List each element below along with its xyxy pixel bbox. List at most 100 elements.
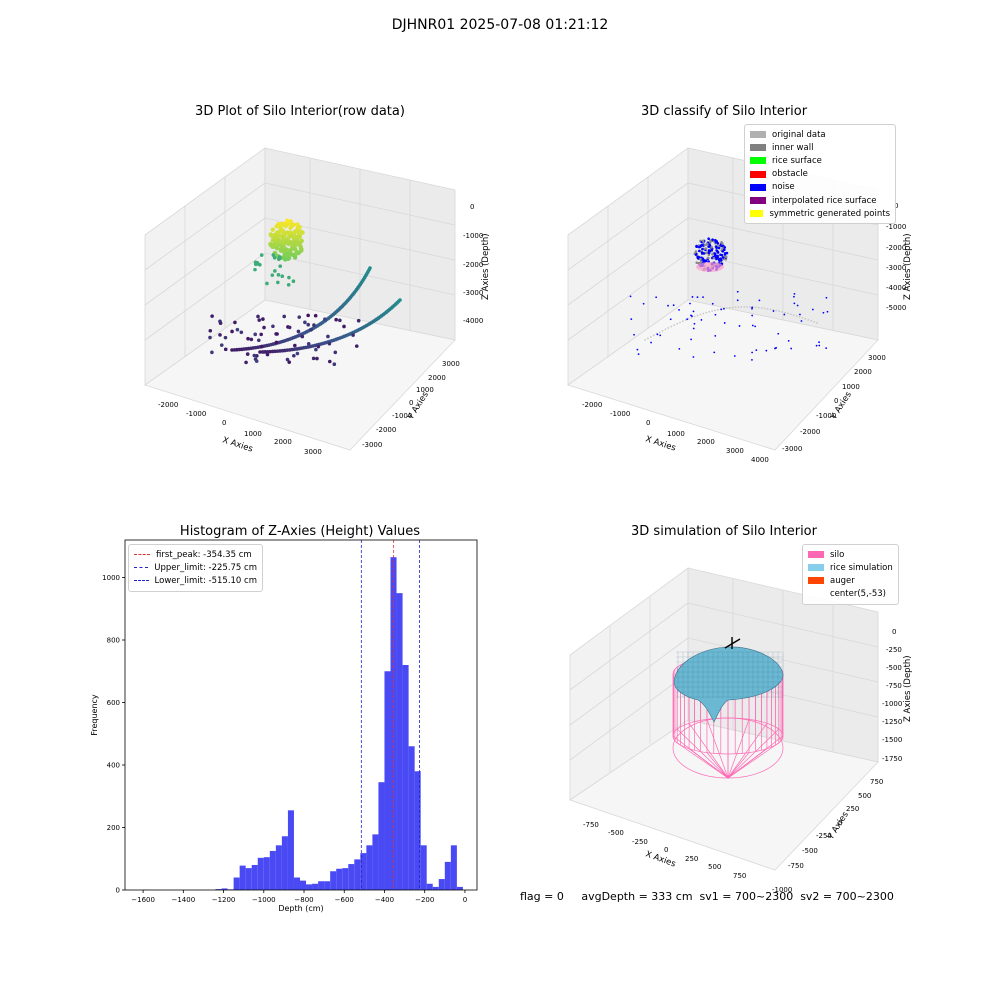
histogram-xtick-label: −1400 [171, 896, 195, 904]
p2-ztick: -3000 [886, 264, 906, 272]
p2-xtick: 1000 [667, 430, 685, 438]
p4-xtick: 250 [685, 855, 698, 863]
silo-cone-line [727, 742, 780, 779]
histogram-bar [372, 834, 379, 890]
data-point [642, 302, 645, 305]
data-point [652, 334, 655, 337]
silo-cone-line [688, 723, 729, 779]
p2-xtick: -1000 [610, 410, 630, 418]
data-point [210, 314, 214, 318]
p4-ztick: -500 [886, 664, 902, 672]
histogram-xtick-label: −800 [294, 896, 313, 904]
data-point [249, 337, 254, 342]
histogram-bar [336, 868, 343, 890]
data-point [265, 281, 269, 286]
panel1-points [208, 218, 402, 367]
data-point [676, 322, 678, 325]
panel2-plot: -2000 -1000 0 1000 2000 3000 4000 3000 2… [567, 147, 913, 464]
data-point [804, 317, 807, 320]
silo-cone-line [727, 728, 780, 779]
data-point [667, 327, 670, 329]
data-point [731, 306, 734, 309]
histogram-legend: first_peak: -354.35 cm Upper_limit: -225… [128, 544, 263, 592]
data-point [257, 318, 262, 322]
data-point [269, 243, 275, 248]
p1-ztick: -3000 [463, 289, 483, 297]
data-point [274, 340, 279, 345]
histogram-xtick-label: −200 [415, 896, 434, 904]
data-point [313, 313, 318, 318]
data-point [316, 344, 321, 349]
data-point [737, 306, 740, 308]
data-point [716, 250, 720, 254]
data-point [754, 306, 757, 309]
data-point [297, 225, 302, 230]
data-point [254, 359, 259, 363]
data-point [714, 238, 717, 242]
legend-item: Lower_limit: -515.10 cm [134, 574, 257, 587]
histogram-bar [233, 877, 240, 890]
data-point [723, 246, 727, 249]
panel1-plot: -2000 -1000 0 1000 2000 3000 3000 2000 1… [144, 147, 491, 456]
histogram-xlabel: Depth (cm) [278, 904, 323, 913]
data-point [758, 299, 761, 302]
data-point [751, 306, 754, 309]
data-point [650, 341, 652, 344]
data-point [757, 306, 760, 309]
data-point [276, 280, 280, 285]
data-point [294, 241, 299, 246]
data-point [712, 256, 716, 260]
histogram-ytick-label: 200 [107, 824, 120, 832]
p4-ytick: 250 [846, 805, 859, 813]
data-point [689, 302, 691, 305]
panel2-legend: original data inner wall rice surface ob… [744, 124, 896, 225]
histogram-bar [251, 865, 258, 890]
legend-item: obstacle [750, 168, 890, 181]
histogram-ytick-label: 0 [116, 887, 120, 895]
legend-swatch [750, 131, 766, 139]
data-point [775, 309, 778, 312]
data-point [694, 250, 698, 253]
data-point [695, 261, 699, 264]
p1-xtick: -2000 [158, 401, 178, 409]
data-point [700, 319, 703, 321]
data-point [774, 347, 776, 350]
p4-xtick: -250 [632, 838, 648, 846]
data-point [270, 273, 275, 277]
data-point [356, 318, 361, 323]
data-point [702, 312, 705, 315]
data-point [278, 264, 283, 268]
data-point [230, 329, 234, 334]
data-point [368, 266, 372, 270]
data-point [795, 315, 798, 317]
legend-line [134, 554, 150, 556]
data-point [644, 339, 646, 341]
histogram-bar [287, 810, 294, 890]
p1-ytick: -2000 [376, 426, 396, 434]
histogram-bar [312, 883, 319, 890]
p1-ytick: 2000 [428, 374, 446, 382]
histogram-xticks: −1600 −1400 −1200 −1000 −800 −600 −400 −200 0 [131, 890, 467, 904]
histogram-ytick-label: 400 [107, 762, 120, 770]
data-point [711, 238, 714, 241]
data-point [721, 242, 724, 245]
silo-cone-line [706, 752, 729, 779]
data-point [328, 359, 332, 364]
data-point [673, 324, 676, 327]
data-point [682, 320, 684, 323]
data-point [272, 255, 277, 260]
p2-xtick: 0 [646, 419, 650, 427]
data-point [636, 348, 639, 351]
data-point [796, 304, 799, 307]
data-point [784, 311, 786, 314]
data-point [706, 256, 710, 260]
data-point [257, 338, 261, 343]
data-point [703, 243, 707, 247]
data-point [769, 308, 772, 311]
data-point [333, 350, 338, 355]
p4-xtick: 0 [664, 846, 668, 854]
histogram-bar [299, 880, 307, 890]
data-point [692, 356, 695, 358]
legend-item: first_peak: -354.35 cm [134, 548, 257, 561]
data-point [701, 239, 705, 243]
